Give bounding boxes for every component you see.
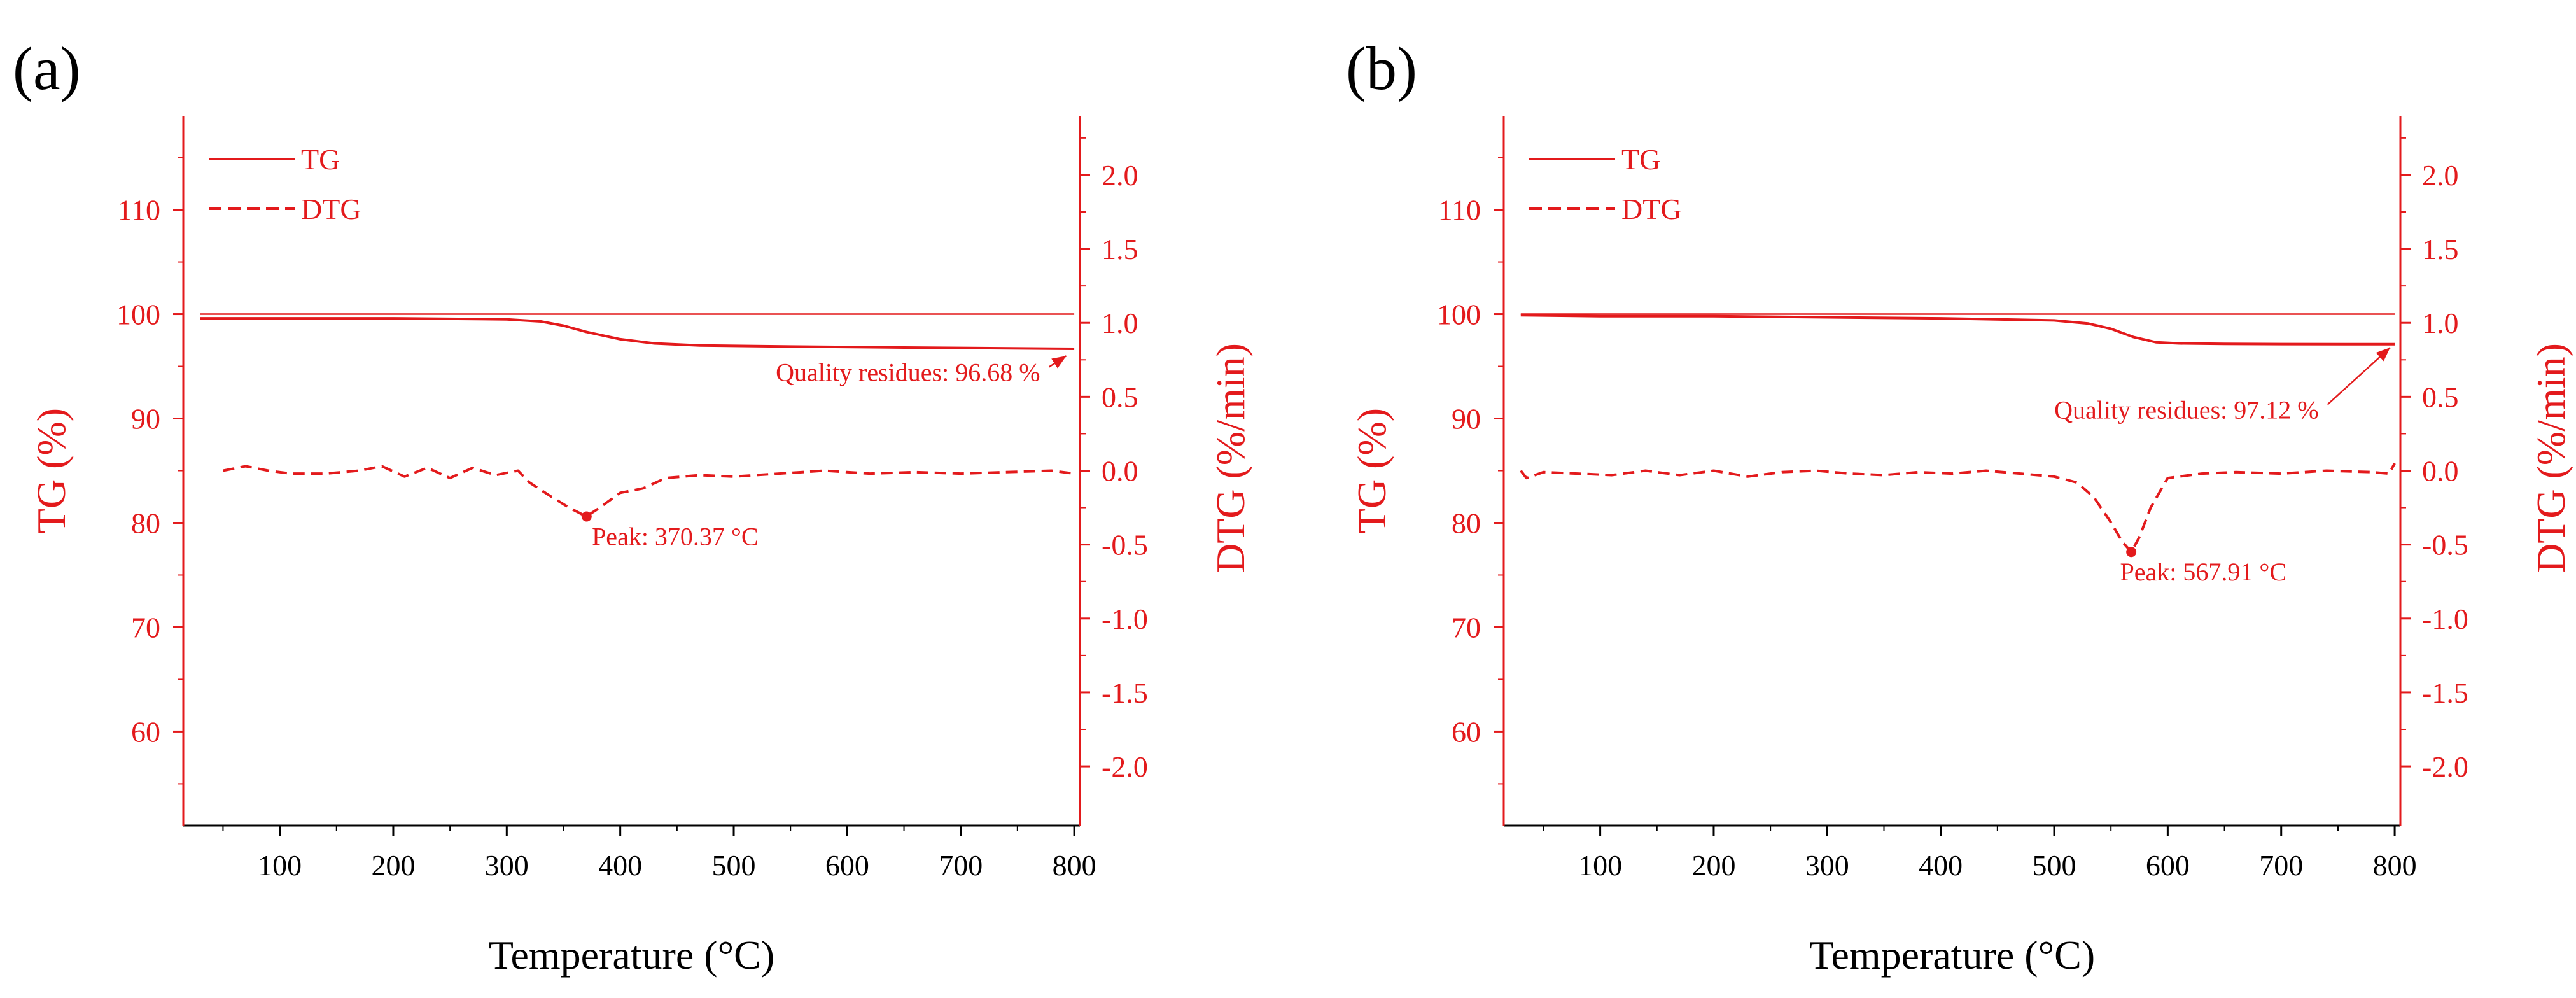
annotation-arrow-head xyxy=(2376,348,2390,362)
y-axis-left-title: TG (%) xyxy=(29,408,74,533)
x-tick-label: 400 xyxy=(1919,849,1963,882)
y-right-tick-label: 1.0 xyxy=(1102,307,1138,339)
panel-b: (b) 100 200 300 400 500 600 700 800 60 70 80 90 100 11… xyxy=(1346,34,2573,978)
x-tick-label: 800 xyxy=(2373,849,2417,882)
dtg-series-line xyxy=(223,465,1075,518)
tg-series-line xyxy=(200,317,1075,350)
quality-residues-annotation: Quality residues: 96.68 % xyxy=(776,358,1040,386)
legend-tg-label: TG xyxy=(301,143,340,176)
legend-dtg-label: DTG xyxy=(301,193,361,225)
x-axis-title: Temperature (°C) xyxy=(489,932,774,978)
y-axis-right-title: DTG (%/min) xyxy=(2528,343,2573,573)
panel-label: (a) xyxy=(13,34,81,102)
x-tick-label: 300 xyxy=(485,849,529,882)
x-tick-label: 200 xyxy=(1691,849,1735,882)
x-axis-title: Temperature (°C) xyxy=(1809,932,2095,978)
peak-marker xyxy=(581,511,592,522)
x-tick-label: 500 xyxy=(2033,849,2076,882)
peak-annotation: Peak: 567.91 °C xyxy=(2120,558,2286,586)
y-left-tick-label: 70 xyxy=(131,611,160,643)
y-right-tick-label: 1.5 xyxy=(1102,233,1138,265)
y-right-tick-label: -0.5 xyxy=(1102,529,1148,561)
x-tick-label: 700 xyxy=(2259,849,2303,882)
legend-tg-label: TG xyxy=(1621,143,1660,176)
y-right-tick-label: 1.0 xyxy=(2422,307,2459,339)
x-tick-label: 500 xyxy=(712,849,756,882)
quality-residues-annotation: Quality residues: 97.12 % xyxy=(2054,396,2319,425)
x-tick-label: 100 xyxy=(1578,849,1622,882)
panel-a: (a) 100 200 300 400 500 600 700 800 60 70 80 90 100 11… xyxy=(13,34,1253,978)
y-left-tick-label: 60 xyxy=(1452,715,1481,748)
annotation-arrow-line xyxy=(2327,347,2391,405)
x-tick-label: 200 xyxy=(371,849,415,882)
y-right-tick-label: 0.0 xyxy=(2422,455,2459,488)
y-left-tick-label: 70 xyxy=(1452,611,1481,643)
y-right-tick-label: -1.5 xyxy=(2422,677,2468,709)
y-right-tick-label: 1.5 xyxy=(2422,233,2459,265)
y-left-tick-label: 60 xyxy=(131,715,160,748)
y-left-tick-label: 110 xyxy=(118,194,160,227)
annotation-arrow-head xyxy=(1051,356,1067,369)
y-axis-right-title: DTG (%/min) xyxy=(1208,343,1253,573)
y-left-tick-label: 90 xyxy=(131,403,160,435)
x-tick-label: 600 xyxy=(825,849,869,882)
x-tick-label: 700 xyxy=(939,849,983,882)
dtg-series-line xyxy=(1520,462,2396,554)
y-right-tick-label: -1.0 xyxy=(1102,603,1148,635)
peak-marker xyxy=(2126,547,2137,558)
y-left-tick-label: 90 xyxy=(1452,403,1481,435)
y-left-tick-label: 110 xyxy=(1438,194,1481,227)
x-tick-label: 400 xyxy=(598,849,642,882)
y-right-tick-label: 2.0 xyxy=(2422,159,2459,192)
y-right-tick-label: -2.0 xyxy=(1102,750,1148,783)
legend-dtg-label: DTG xyxy=(1621,193,1682,225)
y-right-tick-label: 0.5 xyxy=(2422,381,2459,413)
x-tick-label: 300 xyxy=(1805,849,1849,882)
panel-label: (b) xyxy=(1346,34,1417,102)
peak-annotation: Peak: 370.37 °C xyxy=(592,522,759,551)
y-axis-left-title: TG (%) xyxy=(1349,408,1394,533)
x-tick-label: 100 xyxy=(258,849,302,882)
y-left-tick-label: 100 xyxy=(1437,299,1481,331)
x-tick-label: 600 xyxy=(2146,849,2190,882)
y-left-tick-label: 100 xyxy=(116,299,160,331)
y-right-tick-label: -0.5 xyxy=(2422,529,2468,561)
y-right-tick-label: 0.5 xyxy=(1102,381,1138,413)
y-right-tick-label: 2.0 xyxy=(1102,159,1138,192)
y-right-tick-label: -2.0 xyxy=(2422,750,2468,783)
y-right-tick-label: -1.5 xyxy=(1102,677,1148,709)
y-right-tick-label: 0.0 xyxy=(1102,455,1138,488)
y-right-tick-label: -1.0 xyxy=(2422,603,2468,635)
y-left-tick-label: 80 xyxy=(1452,507,1481,539)
tg-series-line xyxy=(1520,314,2395,346)
x-tick-label: 800 xyxy=(1053,849,1096,882)
y-left-tick-label: 80 xyxy=(131,507,160,539)
